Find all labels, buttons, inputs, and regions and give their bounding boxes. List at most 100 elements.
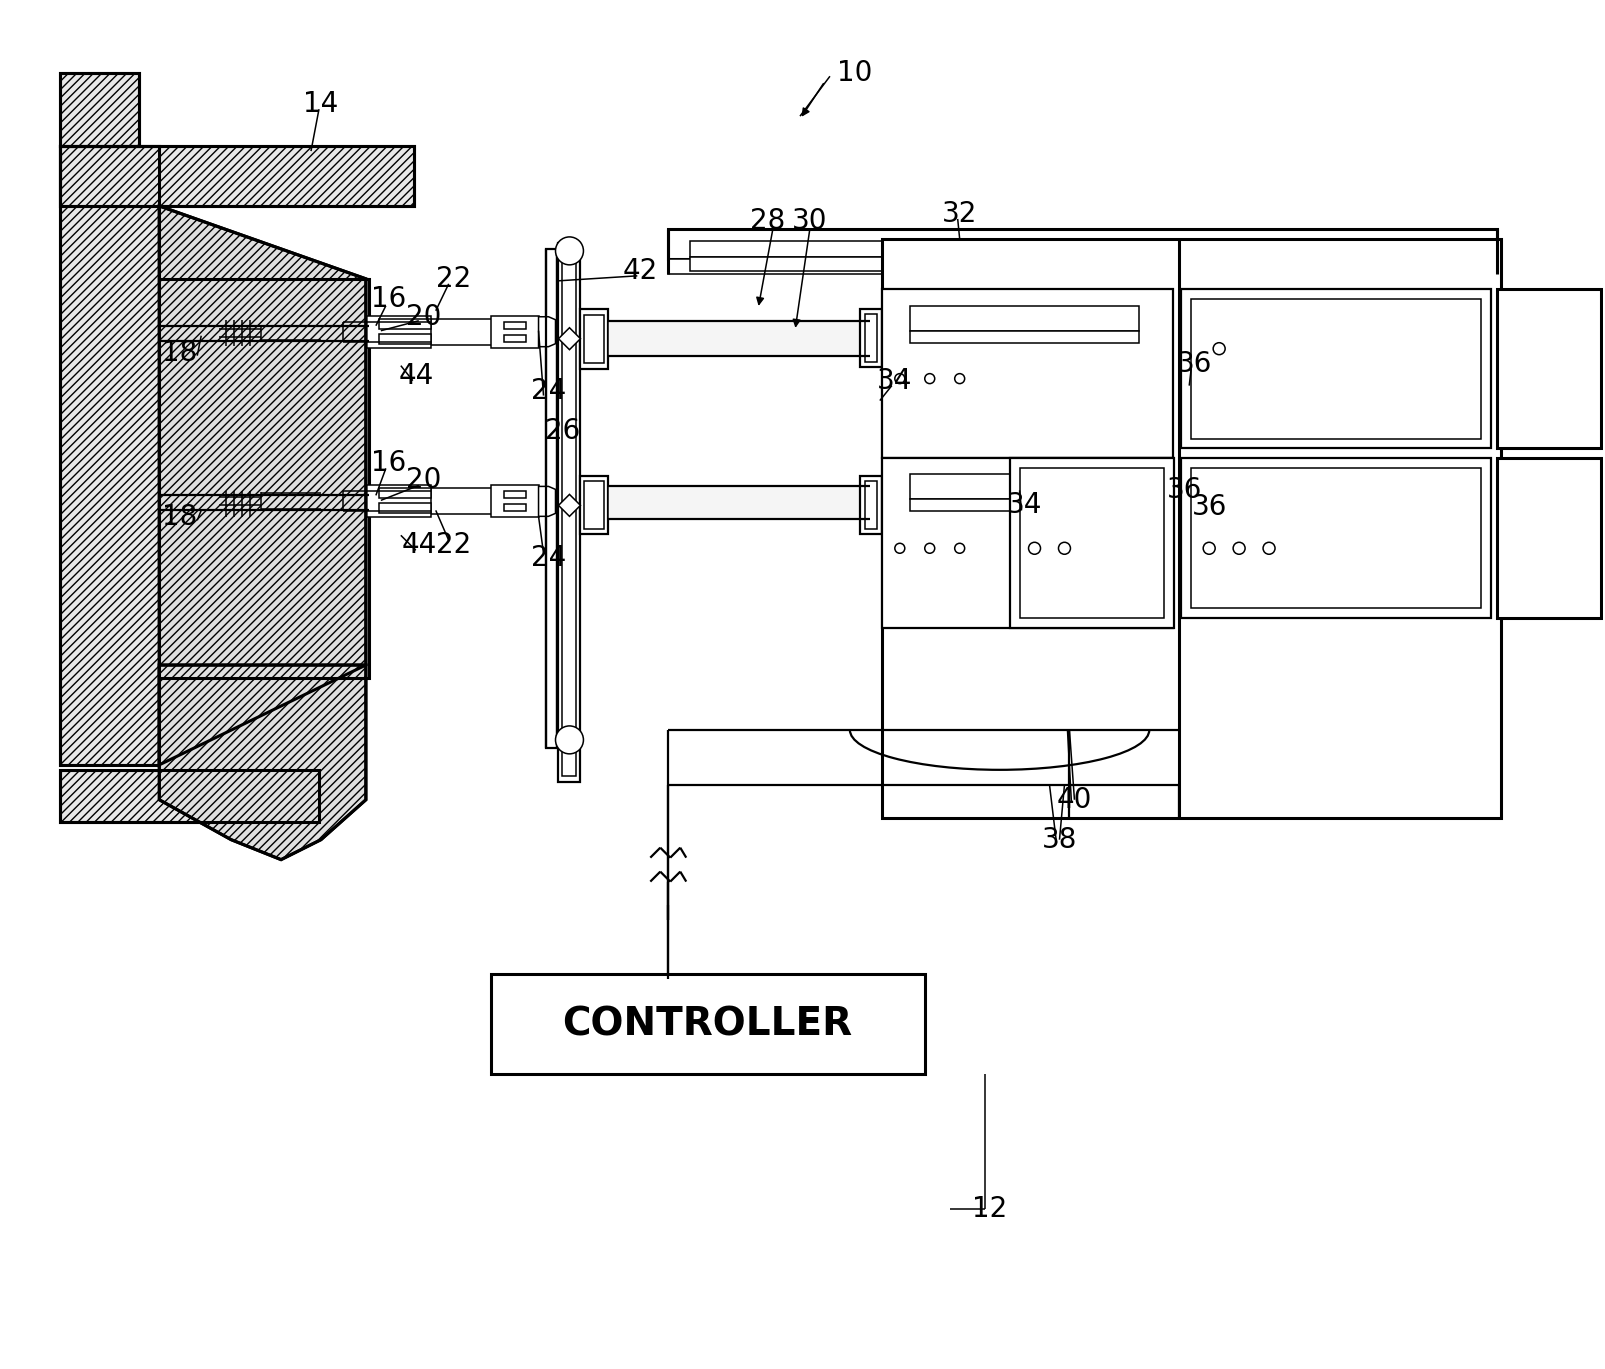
Bar: [860, 476, 881, 534]
Bar: [865, 314, 876, 361]
Circle shape: [924, 543, 934, 553]
Bar: [1019, 468, 1164, 619]
Text: 16: 16: [371, 449, 406, 478]
Polygon shape: [159, 665, 366, 860]
Bar: [321, 489, 343, 512]
Bar: [366, 486, 430, 517]
Circle shape: [955, 543, 965, 553]
Text: 20: 20: [406, 467, 441, 494]
Text: 32: 32: [942, 200, 977, 229]
Bar: [668, 229, 1496, 259]
Bar: [1191, 298, 1481, 438]
Bar: [584, 482, 605, 530]
Bar: [1181, 459, 1491, 619]
Text: CONTROLLER: CONTROLLER: [562, 1005, 852, 1043]
Text: 24: 24: [531, 545, 567, 572]
Circle shape: [1058, 542, 1071, 554]
Text: 30: 30: [793, 207, 828, 235]
Bar: [491, 316, 539, 348]
Bar: [379, 489, 430, 498]
Bar: [379, 504, 430, 513]
Text: 42: 42: [623, 257, 658, 285]
Bar: [608, 320, 870, 356]
Bar: [504, 504, 525, 512]
Text: 14: 14: [303, 90, 339, 118]
Bar: [581, 476, 608, 534]
Bar: [584, 315, 605, 363]
Text: 10: 10: [838, 59, 873, 88]
Bar: [169, 319, 220, 344]
Circle shape: [1263, 542, 1274, 554]
Polygon shape: [539, 486, 555, 516]
Text: 18: 18: [162, 504, 197, 531]
Bar: [910, 305, 1140, 331]
Bar: [321, 319, 343, 342]
Bar: [177, 323, 212, 338]
Bar: [690, 257, 939, 271]
Bar: [881, 459, 1173, 628]
Bar: [1191, 468, 1481, 608]
Bar: [59, 769, 319, 821]
Bar: [546, 249, 557, 747]
Bar: [491, 975, 924, 1075]
Bar: [185, 498, 205, 507]
Polygon shape: [539, 316, 555, 346]
Circle shape: [924, 374, 934, 383]
Bar: [59, 74, 140, 146]
Text: 24: 24: [531, 376, 567, 405]
Text: 34: 34: [876, 367, 913, 394]
Text: 16: 16: [371, 285, 406, 312]
Circle shape: [896, 543, 905, 553]
Bar: [169, 490, 220, 515]
Bar: [559, 242, 581, 782]
Bar: [504, 322, 525, 329]
Bar: [690, 241, 939, 257]
Bar: [366, 316, 430, 348]
Text: 20: 20: [406, 303, 441, 331]
Bar: [668, 259, 1496, 274]
Text: 22: 22: [437, 531, 472, 560]
Bar: [220, 490, 262, 519]
Bar: [881, 240, 1501, 817]
Circle shape: [1204, 542, 1215, 554]
Text: 44: 44: [398, 361, 433, 390]
Text: 28: 28: [751, 207, 786, 235]
Bar: [491, 486, 539, 517]
Bar: [185, 327, 205, 334]
Bar: [608, 486, 870, 519]
Circle shape: [555, 237, 584, 264]
Circle shape: [896, 374, 905, 383]
Bar: [379, 334, 430, 344]
Bar: [220, 319, 262, 346]
Bar: [865, 482, 876, 530]
Text: 44: 44: [401, 531, 437, 560]
Text: 34: 34: [1006, 491, 1042, 519]
Bar: [1181, 289, 1491, 449]
Bar: [860, 309, 881, 367]
Bar: [59, 146, 414, 205]
Bar: [59, 146, 159, 765]
Circle shape: [555, 726, 584, 754]
Text: 36: 36: [1191, 493, 1226, 522]
Bar: [59, 146, 414, 205]
Bar: [910, 475, 1140, 500]
Polygon shape: [559, 327, 581, 349]
Polygon shape: [159, 205, 366, 765]
Circle shape: [1213, 342, 1225, 355]
Bar: [1496, 459, 1602, 619]
Bar: [1010, 459, 1175, 628]
Text: 26: 26: [544, 416, 579, 445]
Text: 12: 12: [973, 1195, 1008, 1223]
Bar: [504, 334, 525, 342]
Bar: [881, 289, 1173, 459]
Circle shape: [1029, 542, 1040, 554]
Bar: [910, 500, 1140, 512]
Bar: [379, 319, 430, 329]
Text: 18: 18: [162, 338, 197, 367]
Bar: [881, 240, 1501, 817]
Text: 22: 22: [437, 264, 472, 293]
Bar: [562, 249, 576, 776]
Bar: [59, 74, 140, 146]
Bar: [159, 279, 369, 678]
Bar: [59, 769, 319, 821]
